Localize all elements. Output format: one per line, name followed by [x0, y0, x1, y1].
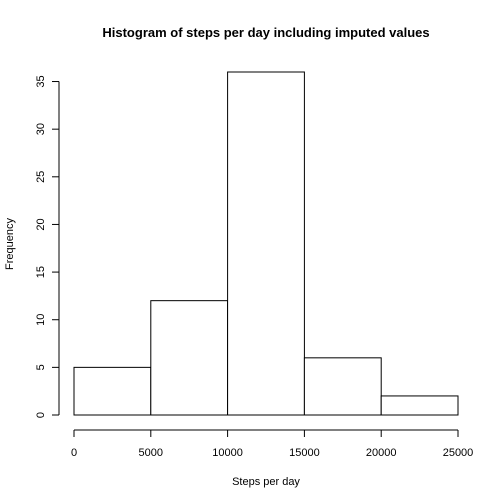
y-tick-label-5: 25	[35, 171, 47, 183]
histogram-bar-0	[73, 366, 152, 416]
x-tick-label-4: 20000	[366, 447, 397, 459]
histogram-bar-2	[227, 71, 305, 416]
y-tick-label-6: 30	[35, 123, 47, 135]
y-tick-label-1: 5	[35, 364, 47, 370]
y-tick-label-7: 35	[35, 75, 47, 87]
histogram-bar-3	[303, 357, 382, 416]
x-tick-label-5: 25000	[443, 447, 474, 459]
chart-title: Histogram of steps per day including imp…	[102, 25, 429, 40]
y-tick-label-3: 15	[35, 266, 47, 278]
x-tick-label-3: 15000	[289, 447, 320, 459]
y-tick-label-0: 0	[35, 412, 47, 418]
x-axis-title: Steps per day	[232, 476, 300, 488]
x-tick-label-2: 10000	[212, 447, 243, 459]
histogram-bar-4	[380, 395, 459, 416]
x-tick-label-1: 5000	[139, 447, 163, 459]
y-tick-label-4: 20	[35, 218, 47, 230]
x-tick-label-0: 0	[71, 447, 77, 459]
y-axis: 0 5 10 15 20 25 30 35	[35, 75, 60, 418]
x-axis: 0 5000 10000 15000 20000 25000	[71, 429, 474, 459]
y-axis-title: Frequency	[4, 218, 16, 270]
histogram-bar-1	[150, 300, 229, 416]
bars-group	[73, 71, 459, 416]
y-tick-label-2: 10	[35, 314, 47, 326]
